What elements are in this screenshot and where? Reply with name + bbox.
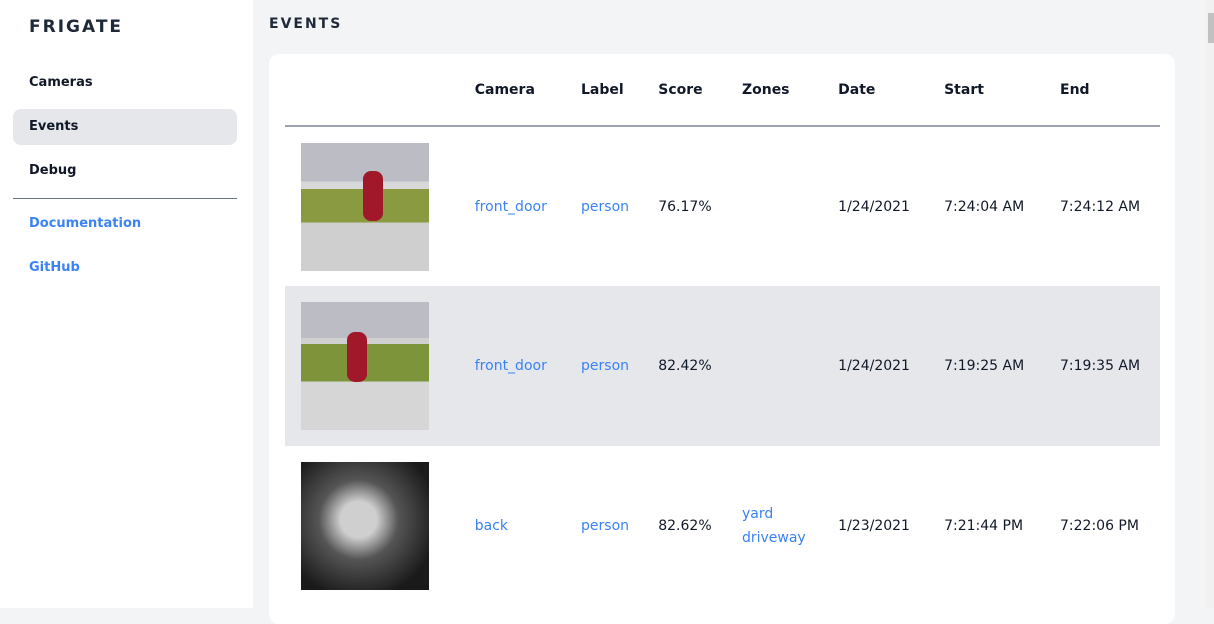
header-end: End [1044, 54, 1160, 127]
camera-link[interactable]: back [474, 518, 509, 534]
table-row[interactable]: front_door person 76.17% 1/24/2021 7:24:… [285, 126, 1160, 286]
link-github[interactable]: GitHub [29, 260, 80, 275]
page-title: EVENTS [269, 16, 343, 32]
event-thumbnail[interactable] [301, 142, 429, 271]
header-score: Score [642, 54, 726, 127]
sidebar: FRIGATE Cameras Events Debug Documentati… [0, 0, 253, 608]
start-time: 7:24:04 AM [944, 198, 1025, 215]
zones: yard driveway [726, 446, 822, 606]
table-row[interactable]: back person 82.62% yard driveway 1/23/20… [285, 446, 1160, 606]
score: 82.42% [642, 286, 726, 446]
sidebar-item-debug[interactable]: Debug [29, 163, 77, 178]
event-thumbnail[interactable] [301, 302, 429, 430]
zone-link[interactable]: driveway [741, 530, 806, 546]
zone-link[interactable]: yard [741, 506, 774, 522]
end-time: 7:22:06 PM [1060, 518, 1139, 534]
date: 1/24/2021 [838, 198, 910, 215]
event-thumbnail[interactable] [301, 462, 429, 590]
header-label: Label [565, 54, 643, 127]
scrollbar[interactable] [1206, 0, 1214, 608]
score: 76.17% [658, 198, 712, 215]
end-time: 7:19:35 AM [1044, 286, 1160, 446]
events-card: Camera Label Score Zones Date Start End … [269, 54, 1175, 624]
header-date: Date [822, 54, 929, 127]
brand-logo[interactable]: FRIGATE [29, 17, 124, 37]
start-time: 7:19:25 AM [928, 286, 1045, 446]
sidebar-divider [13, 198, 237, 199]
zones [726, 126, 822, 286]
scrollbar-thumb[interactable] [1208, 13, 1214, 43]
zones [725, 286, 823, 446]
header-zones: Zones [725, 54, 823, 127]
label-link[interactable]: person [565, 286, 643, 446]
score: 82.62% [658, 518, 712, 534]
camera-link[interactable]: front_door [474, 198, 547, 215]
events-table: Camera Label Score Zones Date Start End … [285, 54, 1160, 606]
end-time: 7:24:12 AM [1060, 198, 1141, 215]
header-thumbnail [285, 54, 459, 127]
sidebar-item-events[interactable]: Events [13, 109, 237, 145]
label-link[interactable]: person [581, 518, 630, 534]
date: 1/24/2021 [822, 286, 929, 446]
link-documentation[interactable]: Documentation [29, 216, 142, 231]
camera-link[interactable]: front_door [458, 286, 566, 446]
start-time: 7:21:44 PM [944, 518, 1024, 534]
date: 1/23/2021 [838, 518, 910, 534]
header-start: Start [928, 54, 1045, 127]
label-link[interactable]: person [581, 198, 630, 215]
table-row[interactable]: front_door person 82.42% 1/24/2021 7:19:… [285, 286, 1160, 446]
sidebar-item-cameras[interactable]: Cameras [29, 75, 93, 90]
header-camera: Camera [458, 54, 566, 127]
